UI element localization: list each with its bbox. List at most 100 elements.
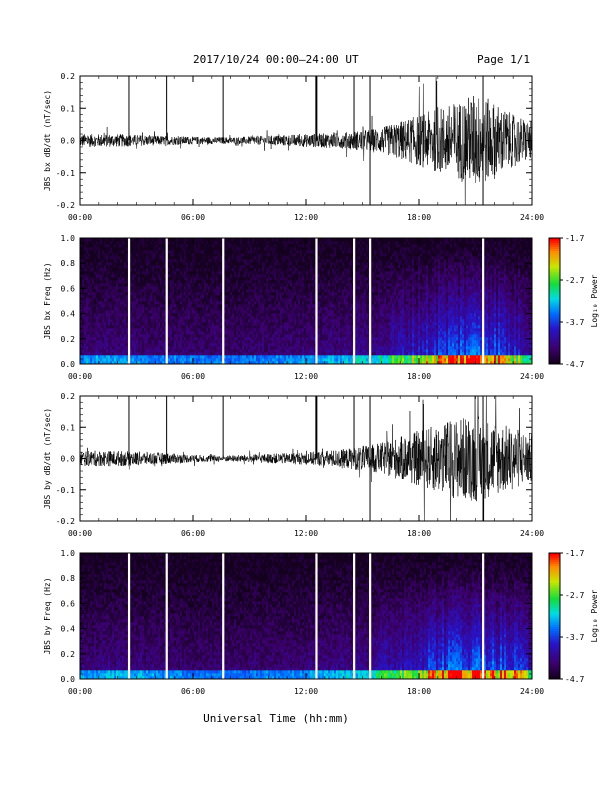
spectrogram-cell	[452, 331, 454, 334]
spectrogram-cell	[218, 349, 220, 352]
spectrogram-cell	[298, 346, 300, 349]
spectrogram-cell	[452, 349, 454, 352]
spectrogram-cell	[172, 331, 174, 334]
spectrogram-cell	[330, 346, 332, 349]
spectrogram-cell	[268, 337, 270, 340]
spectrogram-cell	[422, 337, 424, 340]
spectrogram-cell	[364, 340, 366, 343]
spectrogram-cell	[434, 346, 436, 349]
spectrogram-cell	[214, 334, 216, 337]
spectrogram-cell	[488, 331, 490, 334]
spectrogram-cell	[120, 346, 122, 349]
spectrogram-cell	[396, 343, 398, 346]
spectrogram-cell	[364, 337, 366, 340]
spectrogram-cell	[384, 337, 386, 340]
spectrogram-cell	[432, 334, 434, 337]
spectrogram-cell	[96, 334, 98, 337]
spectrogram-cell	[188, 328, 190, 331]
spectrogram-cell	[302, 355, 304, 358]
spectrogram-cell	[252, 340, 254, 343]
spectrogram-cell	[180, 358, 182, 361]
spectrogram-cell	[178, 331, 180, 334]
spectrogram-cell	[132, 328, 134, 331]
spectrogram-cell	[358, 346, 360, 349]
spectrogram-cell	[294, 352, 296, 355]
spectrogram-cell	[108, 358, 110, 361]
spectrogram-cell	[512, 343, 514, 346]
spectrogram-cell	[162, 340, 164, 343]
spectrogram-cell	[156, 346, 158, 349]
spectrogram-cell	[256, 358, 258, 361]
spectrogram-cell	[484, 349, 486, 352]
spectrogram-cell	[98, 328, 100, 331]
spectrogram-cell	[356, 349, 358, 352]
spectrogram-cell	[386, 340, 388, 343]
spectrogram-cell	[146, 352, 148, 355]
spectrogram-cell	[296, 346, 298, 349]
spectrogram-cell	[382, 352, 384, 355]
spectrogram-cell	[400, 358, 402, 361]
spectrogram-cell	[232, 334, 234, 337]
spectrogram-cell	[468, 349, 470, 352]
spectrogram-cell	[332, 343, 334, 346]
spectrogram-cell	[196, 334, 198, 337]
spectrogram-cell	[348, 340, 350, 343]
spectrogram-cell	[444, 334, 446, 337]
spectrogram-cell	[256, 331, 258, 334]
spectrogram-cell	[290, 331, 292, 334]
spectrogram-cell	[104, 352, 106, 355]
spectrogram-cell	[358, 355, 360, 358]
spectrogram-cell	[276, 355, 278, 358]
spectrogram-cell	[374, 352, 376, 355]
spectrogram-cell	[204, 328, 206, 331]
spectrogram-cell	[114, 334, 116, 337]
spectrogram-cell	[516, 337, 518, 340]
spectrogram-cell	[132, 355, 134, 358]
spectrogram-cell	[272, 355, 274, 358]
spectrogram-cell	[330, 337, 332, 340]
xtick-label-0-2: 12:00	[294, 213, 318, 222]
spectrogram-cell	[194, 358, 196, 361]
spectrogram-cell	[232, 352, 234, 355]
spectrogram-cell	[140, 346, 142, 349]
spectrogram-cell	[464, 358, 466, 361]
spectrogram-cell	[194, 352, 196, 355]
spectrogram-cell	[94, 358, 96, 361]
spectrogram-cell	[156, 358, 158, 361]
spectrogram-cell	[426, 331, 428, 334]
spectrogram-cell	[94, 340, 96, 343]
spectrogram-cell	[292, 358, 294, 361]
spectrogram-cell	[362, 337, 364, 340]
spectrogram-cell	[436, 349, 438, 352]
spectrogram-cell	[380, 346, 382, 349]
spectrogram-cell	[504, 346, 506, 349]
spectrogram-cell	[432, 349, 434, 352]
spectrogram-cell	[440, 343, 442, 346]
spectrogram-cell	[376, 358, 378, 361]
spectrogram-cell	[468, 352, 470, 355]
spectrogram-cell	[108, 352, 110, 355]
spectrogram-cell	[160, 355, 162, 358]
spectrogram-cell	[230, 358, 232, 361]
spectrogram-cell	[278, 352, 280, 355]
spectrogram-cell	[170, 358, 172, 361]
spectrogram-cell	[452, 334, 454, 337]
spectrogram-cell	[288, 349, 290, 352]
spectrogram-cell	[318, 331, 320, 334]
spectrogram-cell	[206, 331, 208, 334]
spectrogram-cell	[414, 337, 416, 340]
spectrogram-cell	[150, 337, 152, 340]
spectrogram-cell	[200, 328, 202, 331]
spectrogram-cell	[334, 343, 336, 346]
spectrogram-cell	[216, 352, 218, 355]
spectrogram-cell	[240, 349, 242, 352]
spectrogram-cell	[160, 334, 162, 337]
spectrogram-cell	[502, 355, 504, 358]
spectrogram-cell	[206, 355, 208, 358]
spectrogram-cell	[384, 355, 386, 358]
spectrogram-cell	[494, 349, 496, 352]
spectrogram-cell	[360, 331, 362, 334]
spectrogram-cell	[388, 337, 390, 340]
spectrogram-cell	[134, 358, 136, 361]
spectrogram-cell	[192, 349, 194, 352]
